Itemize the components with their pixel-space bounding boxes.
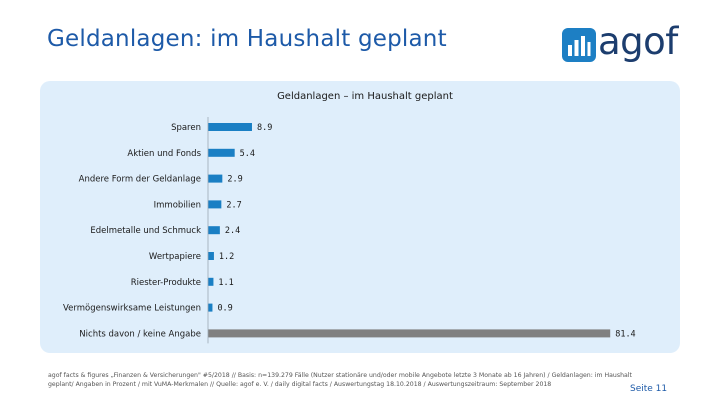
category-label-aktien-und-fonds: Aktien und Fonds (127, 149, 201, 159)
category-label-edelmetalle-und-schmuck: Edelmetalle und Schmuck (90, 226, 201, 236)
bar-vermögenswirksame-leistungen (208, 303, 213, 312)
value-label-riester-produkte: 1.1 (218, 278, 233, 288)
bar-immobilien (208, 200, 222, 209)
footer-note: agof facts & figures „Finanzen & Versich… (48, 372, 632, 388)
agof-logo: agof (562, 20, 680, 66)
bar-riester-produkte (208, 277, 214, 286)
chart-panel (40, 81, 680, 353)
chart-title: Geldanlagen – im Haushalt geplant (277, 91, 453, 102)
category-label-sparen: Sparen (171, 123, 201, 133)
value-label-vermögenswirksame-leistungen: 0.9 (217, 304, 232, 314)
value-label-wertpapiere: 1.2 (219, 252, 234, 262)
bar-nichts-davon-keine-angabe (208, 329, 611, 338)
bar-chart: Geldanlagen – im Haushalt geplant Sparen… (63, 91, 636, 344)
page-number: Seite 11 (630, 384, 668, 394)
value-label-sparen: 8.9 (257, 123, 272, 133)
category-label-immobilien: Immobilien (154, 200, 201, 210)
value-label-andere-form-der-geldanlage: 2.9 (227, 175, 242, 185)
category-label-nichts-davon-keine-angabe: Nichts davon / keine Angabe (79, 329, 201, 339)
category-label-wertpapiere: Wertpapiere (149, 252, 201, 262)
bar-wertpapiere (208, 252, 214, 260)
category-label-andere-form-der-geldanlage: Andere Form der Geldanlage (79, 175, 201, 185)
value-label-immobilien: 2.7 (226, 200, 241, 210)
agof-logo-icon (562, 28, 596, 62)
category-label-vermögenswirksame-leistungen: Vermögenswirksame Leistungen (63, 304, 201, 314)
category-label-riester-produkte: Riester-Produkte (131, 278, 201, 288)
value-label-edelmetalle-und-schmuck: 2.4 (225, 226, 240, 236)
bar-edelmetalle-und-schmuck (208, 226, 220, 235)
bar-andere-form-der-geldanlage (208, 174, 223, 183)
value-label-aktien-und-fonds: 5.4 (240, 149, 255, 159)
page-title: Geldanlagen: im Haushalt geplant (47, 26, 447, 52)
bar-sparen (208, 123, 252, 131)
value-label-nichts-davon-keine-angabe: 81.4 (615, 329, 635, 339)
bar-aktien-und-fonds (208, 148, 235, 157)
agof-logo-text: agof (598, 20, 678, 63)
